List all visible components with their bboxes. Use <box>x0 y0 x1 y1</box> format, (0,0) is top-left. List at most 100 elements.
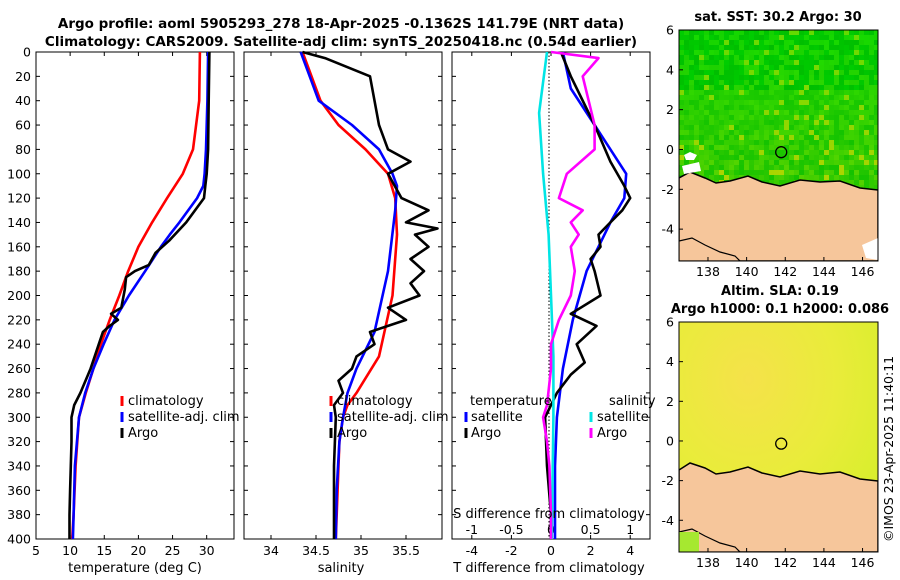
sst-cell <box>869 140 874 145</box>
sst-cell <box>869 75 874 80</box>
sst-cell <box>854 100 859 105</box>
sst-cell <box>744 170 749 175</box>
sst-cell <box>759 160 764 165</box>
temperature-xlabel: temperature (deg C) <box>68 561 202 576</box>
sst-cell <box>829 165 834 170</box>
sst-cell <box>874 165 878 170</box>
sst-cell <box>834 65 839 70</box>
sst-cell <box>789 45 794 50</box>
x-tick-label: 4 <box>626 543 634 558</box>
sst-cell <box>699 115 704 120</box>
sst-cell <box>799 115 804 120</box>
sst-cell <box>809 160 814 165</box>
sst-cell <box>754 70 759 75</box>
sst-cell <box>814 120 819 125</box>
sst-cell <box>744 110 749 115</box>
sst-cell <box>814 115 819 120</box>
sst-cell <box>794 155 799 160</box>
sst-cell <box>854 165 859 170</box>
sst-cell <box>844 155 849 160</box>
x-tick-label: 10 <box>62 543 78 558</box>
sst-cell <box>724 80 729 85</box>
sst-cell <box>729 40 734 45</box>
sla-map-axes: 138 140 142 144 146 -4 -2 0 2 4 6 <box>662 315 875 571</box>
sst-cell <box>829 155 834 160</box>
sst-cell <box>834 85 839 90</box>
sst-cell <box>709 65 714 70</box>
sst-cell <box>869 55 874 60</box>
sst-cell <box>779 90 784 95</box>
map-x-tick-label: 140 <box>735 555 759 570</box>
sst-cell <box>719 175 724 180</box>
sst-cell <box>704 40 709 45</box>
sst-cell <box>849 35 854 40</box>
sst-cell <box>689 110 694 115</box>
sst-cell <box>754 45 759 50</box>
sst-cell <box>759 65 764 70</box>
sst-cell <box>809 80 814 85</box>
map-y-tick-label: 0 <box>666 433 674 448</box>
sst-cell <box>814 140 819 145</box>
sst-cell <box>874 110 878 115</box>
sst-cell <box>799 155 804 160</box>
y-tick-label: 320 <box>7 434 31 449</box>
sst-cell <box>784 105 789 110</box>
sst-cell <box>824 75 829 80</box>
sst-cell <box>699 140 704 145</box>
sst-cell <box>754 140 759 145</box>
sst-cell <box>714 105 719 110</box>
sst-cell <box>769 65 774 70</box>
map-x-tick-label: 146 <box>851 264 875 279</box>
sst-cell <box>759 90 764 95</box>
sst-cell <box>809 75 814 80</box>
sst-cell <box>864 130 869 135</box>
sst-cell <box>804 70 809 75</box>
sst-cell <box>784 55 789 60</box>
x-tick-label: 35.5 <box>392 543 420 558</box>
sst-cell <box>729 160 734 165</box>
sst-cell <box>864 90 869 95</box>
sst-cell <box>874 90 878 95</box>
sst-cell <box>814 35 819 40</box>
sst-cell <box>789 40 794 45</box>
sst-cell <box>859 135 864 140</box>
sst-cell <box>784 40 789 45</box>
sst-cell <box>764 80 769 85</box>
sst-cell <box>749 35 754 40</box>
sst-cell <box>849 170 854 175</box>
sst-cell <box>714 95 719 100</box>
sst-cell <box>724 145 729 150</box>
sst-cell <box>764 40 769 45</box>
sst-cell <box>809 150 814 155</box>
sst-cell <box>714 80 719 85</box>
sst-cell <box>834 50 839 55</box>
sst-cell <box>869 105 874 110</box>
legend-label-satellite: satellite-adj. clim <box>337 410 449 425</box>
sst-cell <box>874 70 878 75</box>
sst-cell <box>794 145 799 150</box>
sst-cell <box>784 90 789 95</box>
sst-cell <box>734 65 739 70</box>
sst-cell <box>699 45 704 50</box>
sst-cell <box>779 110 784 115</box>
sst-cell <box>859 40 864 45</box>
y-tick-label: 100 <box>7 166 31 181</box>
sst-cell <box>714 140 719 145</box>
sst-cell <box>799 75 804 80</box>
sst-cell <box>779 145 784 150</box>
sst-cell <box>864 95 869 100</box>
sst-cell <box>724 105 729 110</box>
sst-cell <box>709 110 714 115</box>
sst-cell <box>779 35 784 40</box>
sst-cell <box>754 150 759 155</box>
sst-cell <box>819 120 824 125</box>
sst-cell <box>764 170 769 175</box>
sst-cell <box>769 75 774 80</box>
sst-cell <box>729 35 734 40</box>
sst-cell <box>744 105 749 110</box>
sst-cell <box>854 140 859 145</box>
sst-cell <box>764 55 769 60</box>
sst-cell <box>864 145 869 150</box>
sst-cell <box>699 135 704 140</box>
sst-cell <box>784 30 789 35</box>
